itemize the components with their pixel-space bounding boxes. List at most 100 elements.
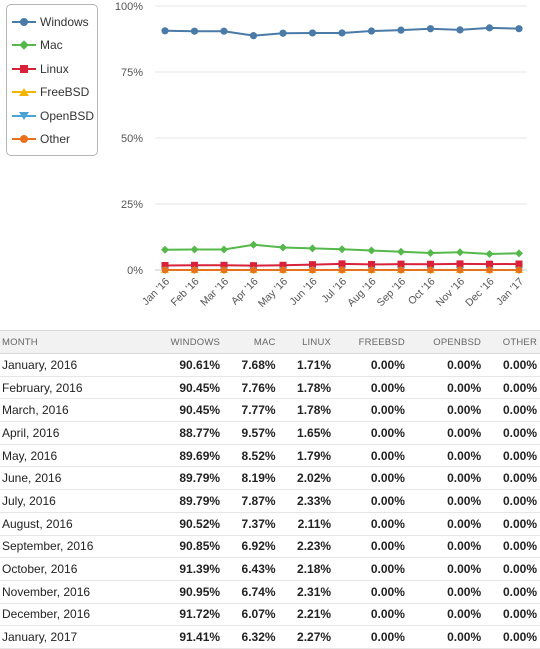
cell-mac: 8.19% [223,466,279,491]
point-other [427,266,434,274]
diamond-marker-icon [12,39,36,51]
cell-mac: 6.07% [223,603,279,627]
x-tick-label: Feb '16 [169,276,202,309]
cell-month: November, 2016 [0,580,145,604]
legend-label: FreeBSD [40,85,90,100]
cell-linux: 2.27% [278,625,335,649]
cell-mac: 6.74% [223,580,279,604]
cell-openbsd: 0.00% [407,421,485,445]
point-other [368,266,375,274]
cell-mac: 9.57% [223,421,279,445]
cell-mac: 7.37% [223,512,279,536]
point-mac [426,249,435,258]
point-windows [485,24,494,32]
point-windows [308,29,317,37]
cell-linux: 2.02% [278,466,335,491]
point-mac [308,244,317,253]
cell-month: September, 2016 [0,535,145,559]
cell-openbsd: 0.00% [407,625,485,649]
point-windows [190,27,199,35]
legend-item-openbsd[interactable]: OpenBSD [7,104,97,128]
point-linux [220,261,228,269]
header-windows[interactable]: WINDOWS [144,330,224,354]
x-tick-label: Nov '16 [434,276,468,310]
os-share-chart: 0% 25% 50% 75% 100% Jan '16 Feb '16 Mar '16 Apr … [6,1,527,310]
legend-item-mac[interactable]: Mac [7,34,97,58]
cell-windows: 91.41% [144,625,224,649]
circle-marker-icon [12,16,36,28]
square-marker-icon [12,63,36,75]
header-other[interactable]: OTHER [484,330,540,354]
point-mac [279,243,287,252]
table-header-row: MONTH WINDOWS MAC LINUX FREEBSD OPENBSD … [0,330,540,354]
legend-item-windows[interactable]: Windows [7,10,97,34]
legend-label: OpenBSD [40,108,95,123]
point-other [486,266,493,274]
cell-month: July, 2016 [0,489,145,513]
legend-label: Mac [40,38,63,53]
point-linux [279,261,287,269]
cell-freebsd: 0.00% [334,512,408,536]
cell-mac: 8.52% [223,444,279,468]
legend-item-freebsd[interactable]: FreeBSD [7,81,97,105]
point-linux [515,260,523,268]
cell-openbsd: 0.00% [407,603,485,627]
x-tick-label: Sep '16 [375,276,409,310]
point-windows [220,27,228,35]
cell-mac: 6.32% [223,625,279,649]
cell-mac: 7.77% [223,398,279,423]
point-mac [161,245,169,254]
cell-windows: 88.77% [144,421,224,445]
point-windows [426,25,435,33]
cell-openbsd: 0.00% [407,580,485,604]
point-windows [161,27,169,35]
cell-openbsd: 0.00% [407,444,485,468]
header-openbsd[interactable]: OPENBSD [407,330,485,354]
point-linux [486,260,493,268]
cell-month: January, 2016 [0,353,145,377]
cell-linux: 1.79% [278,444,335,468]
point-linux [456,260,464,268]
x-tick-label: Jun '16 [287,276,319,308]
point-windows [397,26,405,34]
cell-linux: 2.21% [278,603,335,627]
header-linux[interactable]: LINUX [278,330,335,354]
point-other [220,266,228,274]
table-row: January, 2016 90.61% 7.68% 1.71% 0.00% 0.00% 0… [0,353,540,377]
point-linux [191,261,198,269]
cell-openbsd: 0.00% [407,489,485,513]
os-share-table: MONTH WINDOWS MAC LINUX FREEBSD OPENBSD … [0,330,540,649]
cell-other: 0.00% [484,557,540,581]
y-tick-label: 25% [121,199,143,211]
point-windows [338,29,346,37]
point-mac [485,249,494,258]
point-other [515,266,523,274]
header-month[interactable]: MONTH [0,330,145,354]
cell-month: May, 2016 [0,444,145,468]
cell-linux: 2.11% [278,512,335,536]
cell-windows: 90.85% [144,535,224,559]
cell-freebsd: 0.00% [334,625,408,649]
cell-openbsd: 0.00% [407,557,485,581]
cell-month: December, 2016 [0,603,145,627]
point-linux [368,260,375,268]
cell-windows: 89.79% [144,466,224,491]
cell-month: February, 2016 [0,376,145,400]
point-mac [338,245,346,254]
legend-item-other[interactable]: Other [7,128,97,152]
circle-marker-icon [12,133,36,145]
legend-item-linux[interactable]: Linux [7,57,97,81]
legend-label: Windows [40,14,89,29]
cell-mac: 7.68% [223,353,279,377]
header-mac[interactable]: MAC [223,330,279,354]
y-tick-label: 75% [121,67,143,79]
point-windows [456,26,464,34]
cell-windows: 89.79% [144,489,224,513]
point-mac [367,246,376,255]
cell-linux: 1.78% [278,376,335,400]
cell-windows: 90.45% [144,376,224,400]
point-other [191,266,198,274]
cell-other: 0.00% [484,535,540,559]
header-freebsd[interactable]: FREEBSD [334,330,408,354]
cell-other: 0.00% [484,421,540,445]
